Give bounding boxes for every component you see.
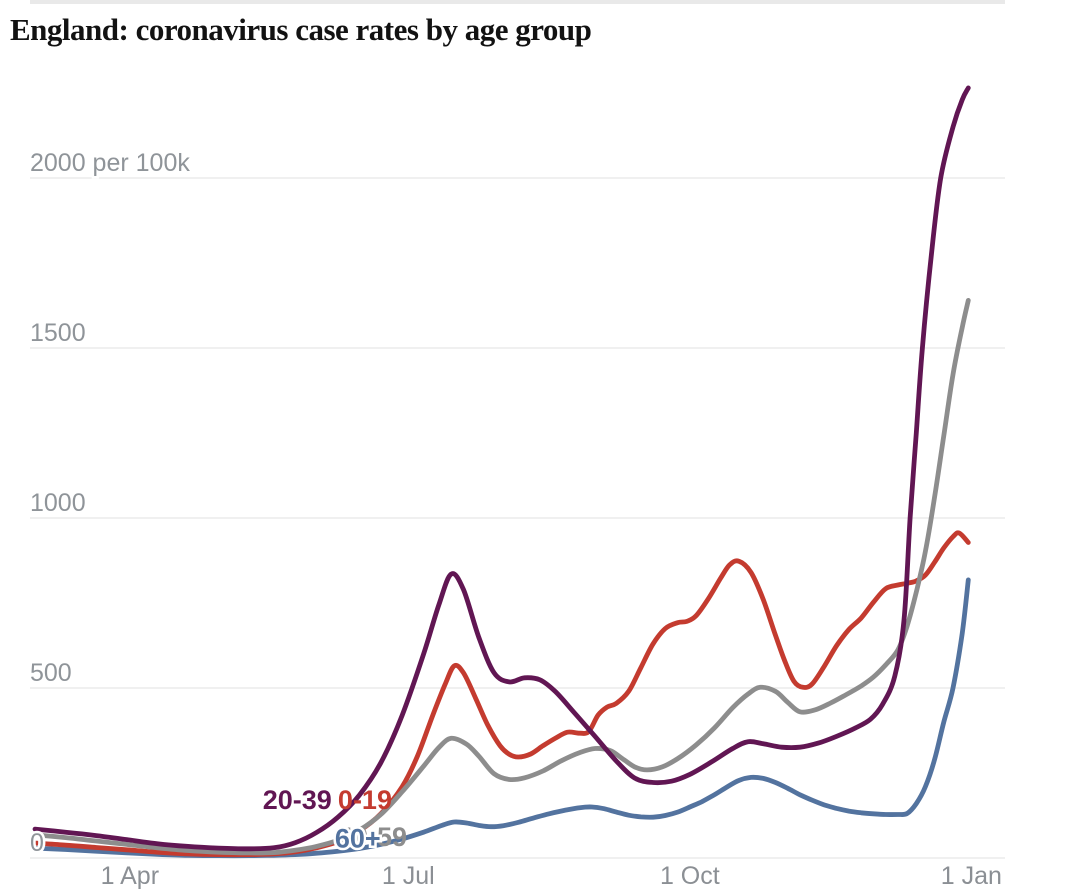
top-divider (30, 0, 1005, 4)
x-tick-label-1-jan: 1 Jan (941, 862, 1002, 890)
series-line-60plus (32, 577, 971, 859)
series-line-40-59 (32, 298, 971, 856)
series-label-20-39: 20-39 (263, 785, 332, 815)
series-label-0-19: 0-19 (338, 785, 392, 815)
x-tick-label-1-oct: 1 Oct (660, 862, 720, 890)
x-tick-label-1-apr: 1 Apr (101, 862, 159, 890)
y-tick-label-0: 0 (30, 829, 44, 857)
y-tick-label-1000: 1000 (30, 489, 86, 517)
x-tick-label-1-jul: 1 Jul (382, 862, 435, 890)
y-tick-label-2000: 2000 per 100k (30, 149, 190, 177)
series-line-20-39 (32, 85, 971, 852)
series-label-60plus: 60+ (335, 824, 381, 854)
chart-title: England: coronavirus case rates by age g… (10, 12, 592, 47)
series-label-40-59: 40-59 (338, 822, 407, 852)
y-tick-label-1500: 1500 (30, 319, 86, 347)
y-tick-label-500: 500 (30, 659, 72, 687)
